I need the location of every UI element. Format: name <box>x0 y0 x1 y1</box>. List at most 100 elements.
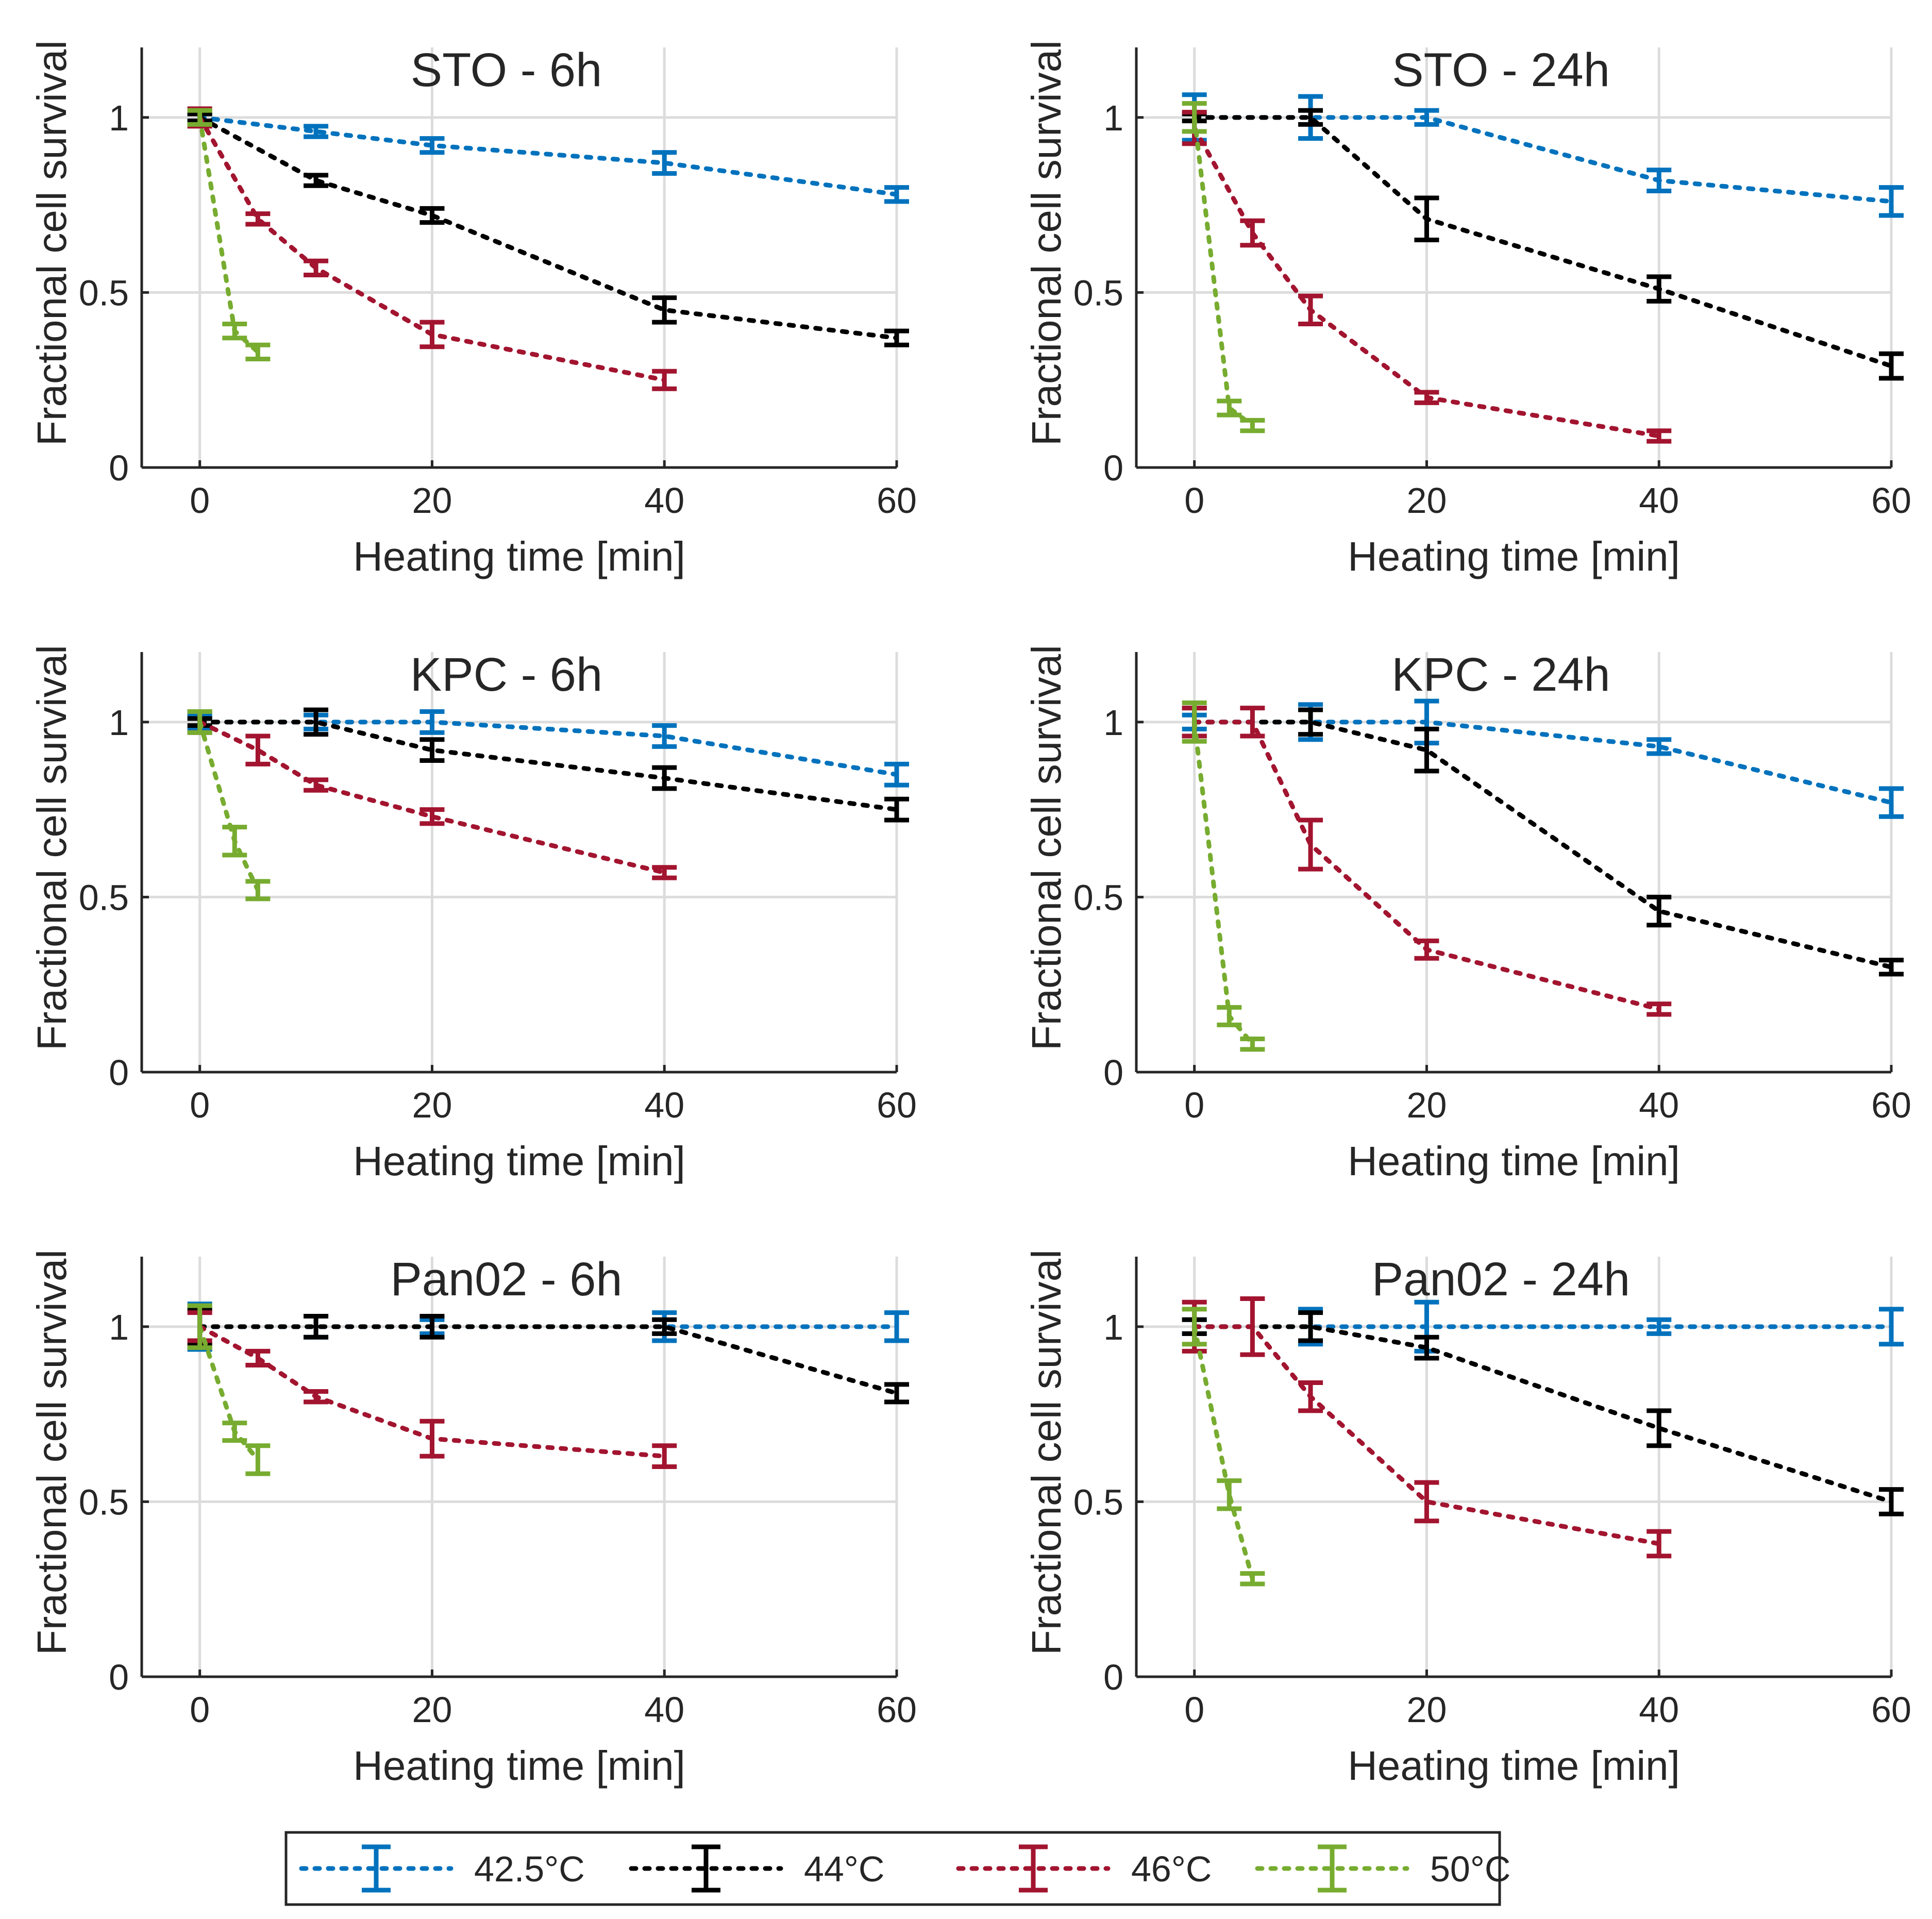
x-axis-label: Heating time [min] <box>353 533 685 579</box>
error-bar-point <box>1879 958 1904 977</box>
x-tick-label: 40 <box>644 1690 684 1730</box>
legend: 42.5°C 44°C 46°C 50°C <box>284 1831 1510 1906</box>
error-bar-point <box>222 322 247 341</box>
error-bar-point <box>884 328 909 347</box>
error-bar-point <box>652 865 677 880</box>
x-tick-label: 20 <box>412 480 452 521</box>
x-axis-label: Heating time [min] <box>1348 1138 1680 1184</box>
x-axis-label: Heating time [min] <box>353 1743 685 1789</box>
panel-title: KPC - 6h <box>410 648 602 701</box>
x-tick-label: 60 <box>877 1085 917 1125</box>
y-axis-label: Fractional cell survival <box>1023 1249 1069 1655</box>
error-bar-point <box>1414 938 1439 961</box>
legend-entry-50-c: 50°C <box>1255 1844 1510 1893</box>
error-bar-point <box>884 1382 909 1405</box>
panel-1: 0 20 40 60 0 0.5 1 Heating time [min] Fractional… <box>29 40 917 579</box>
x-tick-label: 60 <box>877 1690 917 1730</box>
series-50-c <box>1182 101 1265 433</box>
y-tick-label: 1 <box>109 98 129 138</box>
series-44-c-line <box>197 720 899 812</box>
error-bar-point <box>1647 1317 1672 1336</box>
error-bar-point <box>1647 1002 1672 1017</box>
legend-label: 50°C <box>1430 1849 1510 1889</box>
error-bar-point <box>884 761 909 788</box>
error-bar-point <box>304 777 329 793</box>
error-bar-point <box>1414 390 1439 405</box>
error-bar-point <box>1217 1005 1242 1027</box>
error-bar-point <box>187 108 212 127</box>
y-tick-label: 0 <box>1103 1053 1123 1093</box>
series-50-c-line <box>1192 1324 1255 1581</box>
x-tick-label: 60 <box>1871 480 1911 521</box>
x-tick-label: 40 <box>644 480 684 521</box>
panel-title: Pan02 - 6h <box>390 1253 622 1306</box>
error-bar-point <box>1217 1478 1242 1511</box>
legend-label: 44°C <box>804 1849 884 1889</box>
y-axis-label: Fractional cell survival <box>1023 645 1069 1050</box>
error-bar-point <box>245 1348 271 1368</box>
y-tick-label: 0.5 <box>79 1482 129 1522</box>
x-tick-label: 40 <box>1639 1690 1679 1730</box>
x-tick-label: 40 <box>1639 480 1679 521</box>
y-tick-label: 1 <box>109 1307 129 1347</box>
legend-errorbar-sample <box>1318 1844 1347 1893</box>
panel-4: 0 20 40 60 0 0.5 1 Heating time [min] Fractional… <box>1023 645 1911 1184</box>
x-tick-label: 0 <box>1184 480 1204 521</box>
panels: 0 20 40 60 0 0.5 1 Heating time [min] Fractional… <box>29 40 1911 1789</box>
error-bar-point <box>1879 786 1904 819</box>
legend-entry-44-c: 44°C <box>629 1844 884 1893</box>
error-bar-point <box>419 320 445 349</box>
series-50-c <box>1182 700 1265 1052</box>
y-axis-label: Fractional cell survival <box>29 645 75 1050</box>
error-bar-point <box>652 1317 677 1336</box>
error-bar-point <box>1240 1296 1265 1357</box>
error-bar-point <box>1647 428 1672 444</box>
error-bar-point <box>1879 1487 1904 1516</box>
error-bar-point <box>222 1421 247 1443</box>
y-tick-label: 0.5 <box>1073 273 1123 313</box>
y-axis-label: Fractional cell survival <box>29 1249 75 1655</box>
y-tick-label: 1 <box>1103 98 1123 138</box>
error-bar-point <box>652 1443 677 1469</box>
error-bar-point <box>245 733 271 766</box>
error-bar-point <box>1298 1380 1323 1413</box>
y-tick-label: 0 <box>109 448 129 488</box>
x-tick-label: 40 <box>1639 1085 1679 1125</box>
legend-entry-46-c: 46°C <box>956 1844 1212 1893</box>
y-tick-label: 0 <box>109 1657 129 1697</box>
x-tick-label: 40 <box>644 1085 684 1125</box>
y-tick-label: 0.5 <box>79 877 129 917</box>
y-axis-label: Fractional cell survival <box>1023 40 1069 446</box>
error-bar-point <box>1879 351 1904 381</box>
error-bar-point <box>1414 1480 1439 1524</box>
y-tick-label: 1 <box>1103 1307 1123 1347</box>
series-50-c <box>187 1303 271 1476</box>
y-tick-label: 0.5 <box>79 273 129 313</box>
error-bar-point <box>884 185 909 204</box>
x-tick-label: 0 <box>1184 1085 1204 1125</box>
error-bar-point <box>1298 1310 1323 1343</box>
error-bar-point <box>222 825 247 858</box>
x-axis-label: Heating time [min] <box>1348 1743 1680 1789</box>
x-tick-label: 20 <box>412 1085 452 1125</box>
error-bar-point <box>1879 185 1904 218</box>
error-bar-point <box>1182 101 1207 134</box>
x-tick-label: 60 <box>877 480 917 521</box>
series-46-c <box>1182 1296 1672 1559</box>
error-bar-point <box>187 1303 212 1350</box>
y-tick-label: 0.5 <box>1073 1482 1123 1522</box>
error-bar-point <box>187 709 212 735</box>
error-bar-point <box>304 1313 329 1340</box>
error-bar-point <box>1182 700 1207 744</box>
x-tick-label: 60 <box>1871 1085 1911 1125</box>
error-bar-point <box>1240 706 1265 739</box>
error-bar-point <box>652 295 677 325</box>
error-bar-point <box>1647 894 1672 928</box>
legend-errorbar-sample <box>362 1844 391 1893</box>
error-bar-point <box>1647 1529 1672 1559</box>
x-tick-label: 20 <box>1407 1690 1447 1730</box>
series-50-c <box>187 709 271 902</box>
x-tick-label: 20 <box>412 1690 452 1730</box>
x-tick-label: 0 <box>190 1085 210 1125</box>
